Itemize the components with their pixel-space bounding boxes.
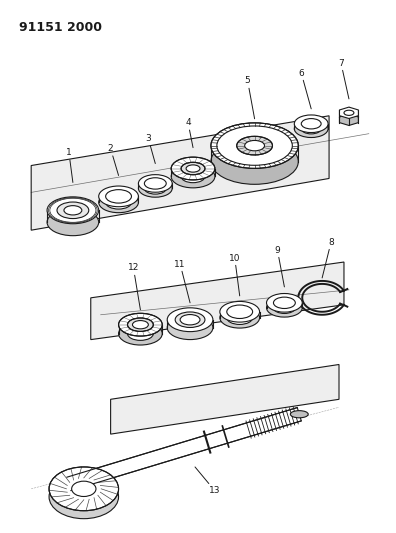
Polygon shape bbox=[91, 262, 344, 340]
Ellipse shape bbox=[49, 475, 118, 519]
Text: 8: 8 bbox=[322, 238, 334, 278]
Ellipse shape bbox=[145, 183, 166, 194]
Ellipse shape bbox=[237, 136, 272, 155]
Text: 3: 3 bbox=[145, 134, 155, 164]
Ellipse shape bbox=[128, 318, 153, 332]
Ellipse shape bbox=[294, 120, 328, 138]
Ellipse shape bbox=[301, 124, 321, 134]
Ellipse shape bbox=[267, 298, 302, 317]
Ellipse shape bbox=[118, 313, 162, 336]
Ellipse shape bbox=[267, 294, 302, 312]
Ellipse shape bbox=[171, 157, 215, 180]
Text: 7: 7 bbox=[338, 59, 349, 99]
Ellipse shape bbox=[72, 481, 96, 497]
Text: 1: 1 bbox=[66, 148, 73, 182]
Ellipse shape bbox=[181, 170, 205, 183]
Ellipse shape bbox=[139, 175, 172, 192]
Ellipse shape bbox=[47, 197, 99, 224]
Text: 10: 10 bbox=[229, 254, 240, 296]
Ellipse shape bbox=[175, 312, 205, 327]
Ellipse shape bbox=[290, 410, 308, 418]
Ellipse shape bbox=[133, 320, 148, 329]
Text: 12: 12 bbox=[128, 263, 141, 310]
Ellipse shape bbox=[294, 115, 328, 133]
Text: 91151 2000: 91151 2000 bbox=[19, 21, 102, 34]
Polygon shape bbox=[110, 365, 339, 434]
Ellipse shape bbox=[167, 316, 213, 340]
Ellipse shape bbox=[220, 302, 259, 322]
Ellipse shape bbox=[211, 139, 298, 184]
Ellipse shape bbox=[106, 196, 131, 209]
Text: 9: 9 bbox=[274, 246, 284, 287]
Text: 6: 6 bbox=[299, 69, 311, 109]
Ellipse shape bbox=[227, 311, 253, 325]
Ellipse shape bbox=[171, 165, 215, 188]
Ellipse shape bbox=[57, 202, 89, 219]
Text: 11: 11 bbox=[174, 260, 190, 303]
Ellipse shape bbox=[49, 467, 118, 511]
Ellipse shape bbox=[99, 192, 139, 213]
Ellipse shape bbox=[181, 163, 205, 175]
Text: 13: 13 bbox=[195, 467, 221, 495]
Polygon shape bbox=[339, 107, 358, 118]
Polygon shape bbox=[67, 408, 301, 490]
Ellipse shape bbox=[167, 308, 213, 332]
Ellipse shape bbox=[301, 118, 321, 129]
Ellipse shape bbox=[106, 190, 131, 203]
Ellipse shape bbox=[344, 110, 354, 115]
Polygon shape bbox=[31, 116, 329, 230]
Ellipse shape bbox=[145, 177, 166, 189]
Polygon shape bbox=[339, 114, 358, 125]
Ellipse shape bbox=[99, 186, 139, 207]
Ellipse shape bbox=[128, 327, 153, 341]
Text: 4: 4 bbox=[185, 118, 193, 148]
Ellipse shape bbox=[274, 297, 295, 309]
Ellipse shape bbox=[217, 126, 292, 165]
Ellipse shape bbox=[118, 322, 162, 345]
Ellipse shape bbox=[64, 206, 82, 215]
Ellipse shape bbox=[180, 314, 200, 325]
Ellipse shape bbox=[220, 308, 259, 328]
Ellipse shape bbox=[186, 165, 200, 172]
Ellipse shape bbox=[211, 123, 298, 168]
Text: 5: 5 bbox=[245, 76, 255, 119]
Ellipse shape bbox=[139, 180, 172, 197]
Ellipse shape bbox=[274, 302, 295, 313]
Ellipse shape bbox=[227, 305, 253, 319]
Ellipse shape bbox=[245, 141, 265, 151]
Text: 2: 2 bbox=[108, 144, 118, 175]
Ellipse shape bbox=[47, 209, 99, 236]
